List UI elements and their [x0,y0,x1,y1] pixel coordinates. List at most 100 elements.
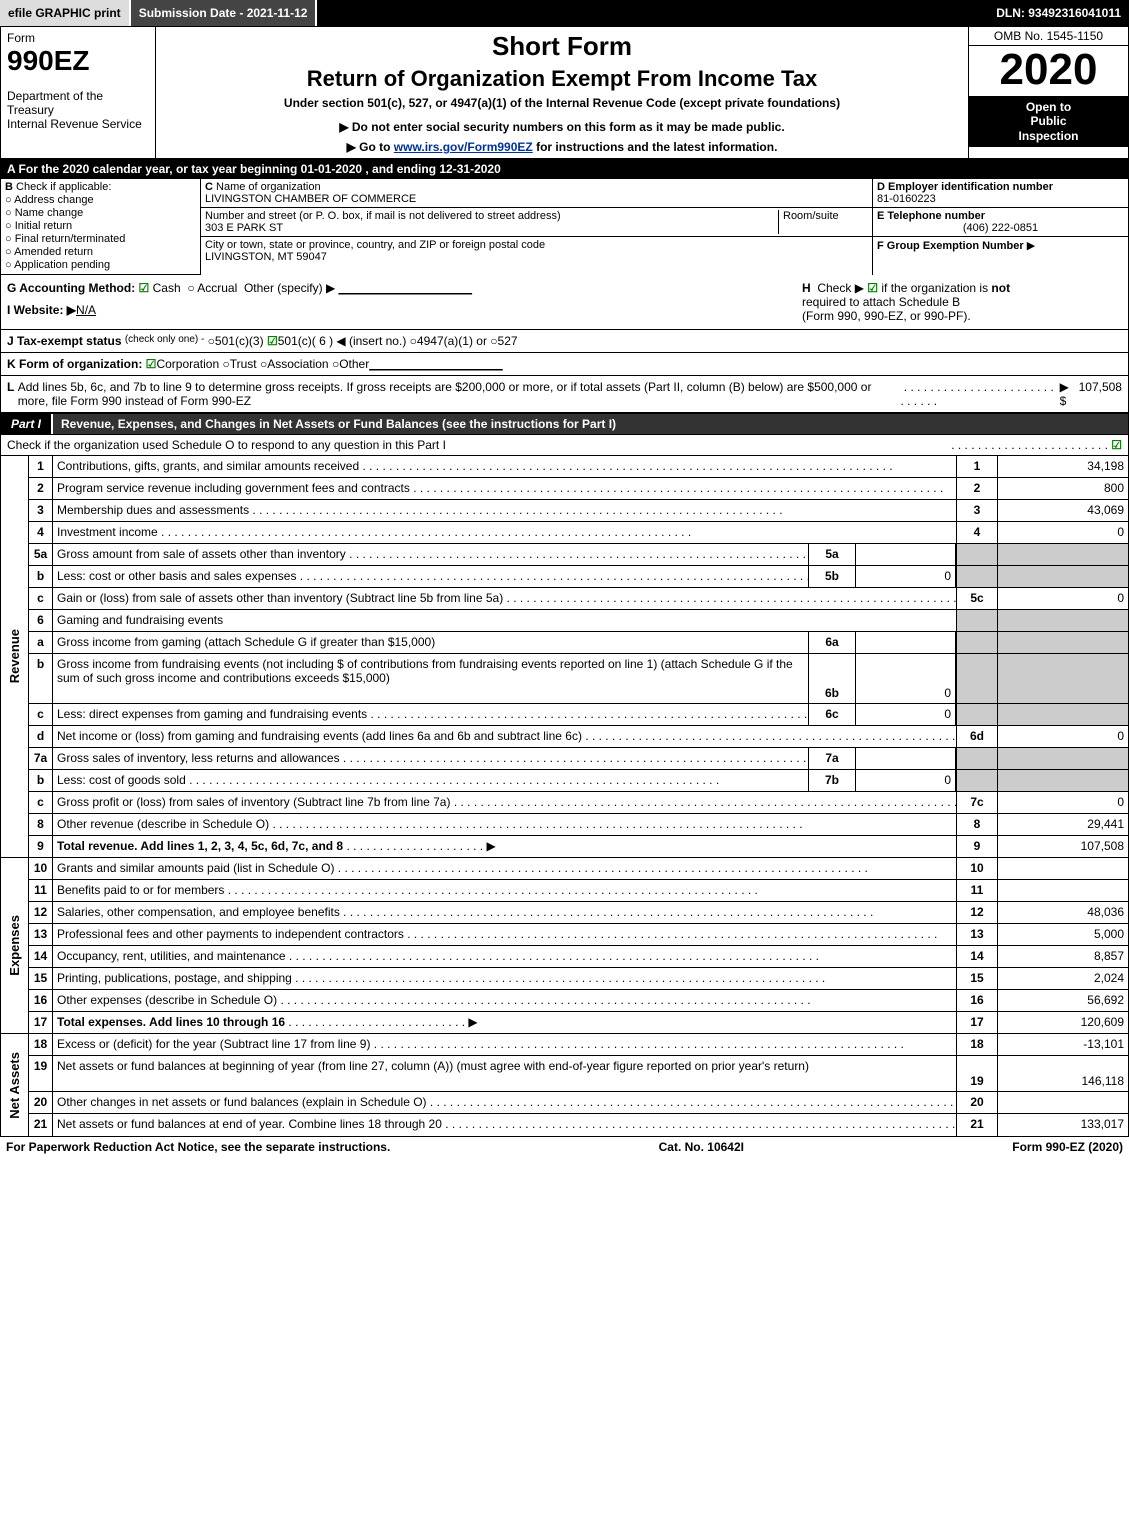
cb-corporation-label: Corporation [156,357,219,371]
cb-association[interactable] [260,357,267,371]
num-17: 17 [956,1012,998,1034]
val-6b-grey [998,654,1128,704]
subnum-5b: 5b [808,566,856,588]
subnum-7a: 7a [808,748,856,770]
cb-amended-return[interactable] [5,246,14,258]
ln-6: 6 [29,610,53,632]
cb-4947[interactable] [410,334,417,348]
ln-15: 15 [29,968,53,990]
num-10: 10 [956,858,998,880]
cb-initial-return[interactable] [5,220,15,232]
num-21: 21 [956,1114,998,1136]
efile-print-label[interactable]: efile GRAPHIC print [0,0,131,26]
cb-name-change[interactable] [5,207,15,219]
f-label: F Group Exemption Number [877,240,1024,252]
cb-cash[interactable] [139,281,153,295]
desc-2: Program service revenue including govern… [53,478,956,500]
open-line2: Public [971,114,1126,128]
ln-19: 19 [29,1056,53,1092]
val-7a-grey [998,748,1128,770]
cb-address-change[interactable] [5,194,14,206]
num-6a-grey [956,632,998,654]
cb-schedule-b-not-required[interactable] [867,281,881,295]
phone-value: (406) 222-0851 [877,222,1124,234]
notice-ssn: Do not enter social security numbers on … [164,120,960,134]
section-h: H Check ▶ if the organization is not req… [802,281,1122,323]
org-name: LIVINGSTON CHAMBER OF COMMERCE [205,193,416,205]
ln-4: 4 [29,522,53,544]
num-5c: 5c [956,588,998,610]
cb-other-org[interactable] [332,357,339,371]
part-1-tab: Part I [1,414,53,434]
cb-final-return-label: Final return/terminated [15,233,126,245]
g-other-label: Other (specify) ▶ [244,281,335,295]
subval-5a [856,544,956,566]
cb-final-return[interactable] [5,233,15,245]
section-j: J Tax-exempt status (check only one) - 5… [1,330,1128,353]
page-footer: For Paperwork Reduction Act Notice, see … [0,1137,1129,1157]
irs-link[interactable]: www.irs.gov/Form990EZ [394,140,533,154]
section-def: D Employer identification number 81-0160… [873,179,1128,275]
part-1-check-text: Check if the organization used Schedule … [7,438,446,452]
j-sub: (check only one) - [125,334,204,348]
cb-address-change-label: Address change [14,194,94,206]
val-11 [998,880,1128,902]
desc-6d: Net income or (loss) from gaming and fun… [53,726,956,748]
h-label: H [802,281,811,295]
subnum-6c: 6c [808,704,856,726]
desc-6a: Gross income from gaming (attach Schedul… [53,632,808,654]
desc-5a: Gross amount from sale of assets other t… [53,544,808,566]
num-5a-grey [956,544,998,566]
cb-501c[interactable] [267,334,278,348]
cb-name-change-label: Name change [15,207,84,219]
open-to-public-box: Open to Public Inspection [969,96,1128,147]
desc-15: Printing, publications, postage, and shi… [53,968,956,990]
val-6d: 0 [998,726,1128,748]
subval-7a [856,748,956,770]
val-2: 800 [998,478,1128,500]
room-suite-label: Room/suite [783,210,839,222]
part-1-grid: Revenue 1 Contributions, gifts, grants, … [0,456,1129,1137]
subnum-7b: 7b [808,770,856,792]
cb-accrual[interactable] [187,281,197,295]
cb-amended-return-label: Amended return [14,246,93,258]
ln-6d: d [29,726,53,748]
cb-527[interactable] [490,334,497,348]
ln-16: 16 [29,990,53,1012]
num-7c: 7c [956,792,998,814]
num-11: 11 [956,880,998,902]
ln-12: 12 [29,902,53,924]
h-text3: required to attach Schedule B [802,295,960,309]
cb-501c3[interactable] [208,334,215,348]
num-18: 18 [956,1034,998,1056]
desc-13: Professional fees and other payments to … [53,924,956,946]
desc-7a: Gross sales of inventory, less returns a… [53,748,808,770]
num-6b-grey [956,654,998,704]
l-value: 107,508 [1079,380,1122,408]
topbar-spacer [317,0,988,26]
part-1-title: Revenue, Expenses, and Changes in Net As… [53,414,1128,434]
e-label: E Telephone number [877,210,985,222]
ln-7a: 7a [29,748,53,770]
val-1: 34,198 [998,456,1128,478]
val-19: 146,118 [998,1056,1128,1092]
cb-application-pending[interactable] [5,259,14,271]
short-form-title: Short Form [164,31,960,62]
ln-5a: 5a [29,544,53,566]
cb-corporation[interactable] [146,357,157,371]
cb-501c3-label: 501(c)(3) [215,334,264,348]
ln-6a: a [29,632,53,654]
notice-goto: ▶ Go to www.irs.gov/Form990EZ for instru… [164,140,960,154]
val-5a-grey [998,544,1128,566]
val-6a-grey [998,632,1128,654]
under-section-text: Under section 501(c), 527, or 4947(a)(1)… [164,96,960,110]
val-16: 56,692 [998,990,1128,1012]
ln-6b: b [29,654,53,704]
cb-trust[interactable] [222,357,229,371]
dln-label: DLN: 93492316041011 [988,0,1129,26]
subval-6c: 0 [856,704,956,726]
desc-4: Investment income [53,522,956,544]
section-l: L Add lines 5b, 6c, and 7b to line 9 to … [1,376,1128,412]
cb-trust-label: Trust [230,357,257,371]
cb-schedule-o-used[interactable] [1111,438,1122,452]
